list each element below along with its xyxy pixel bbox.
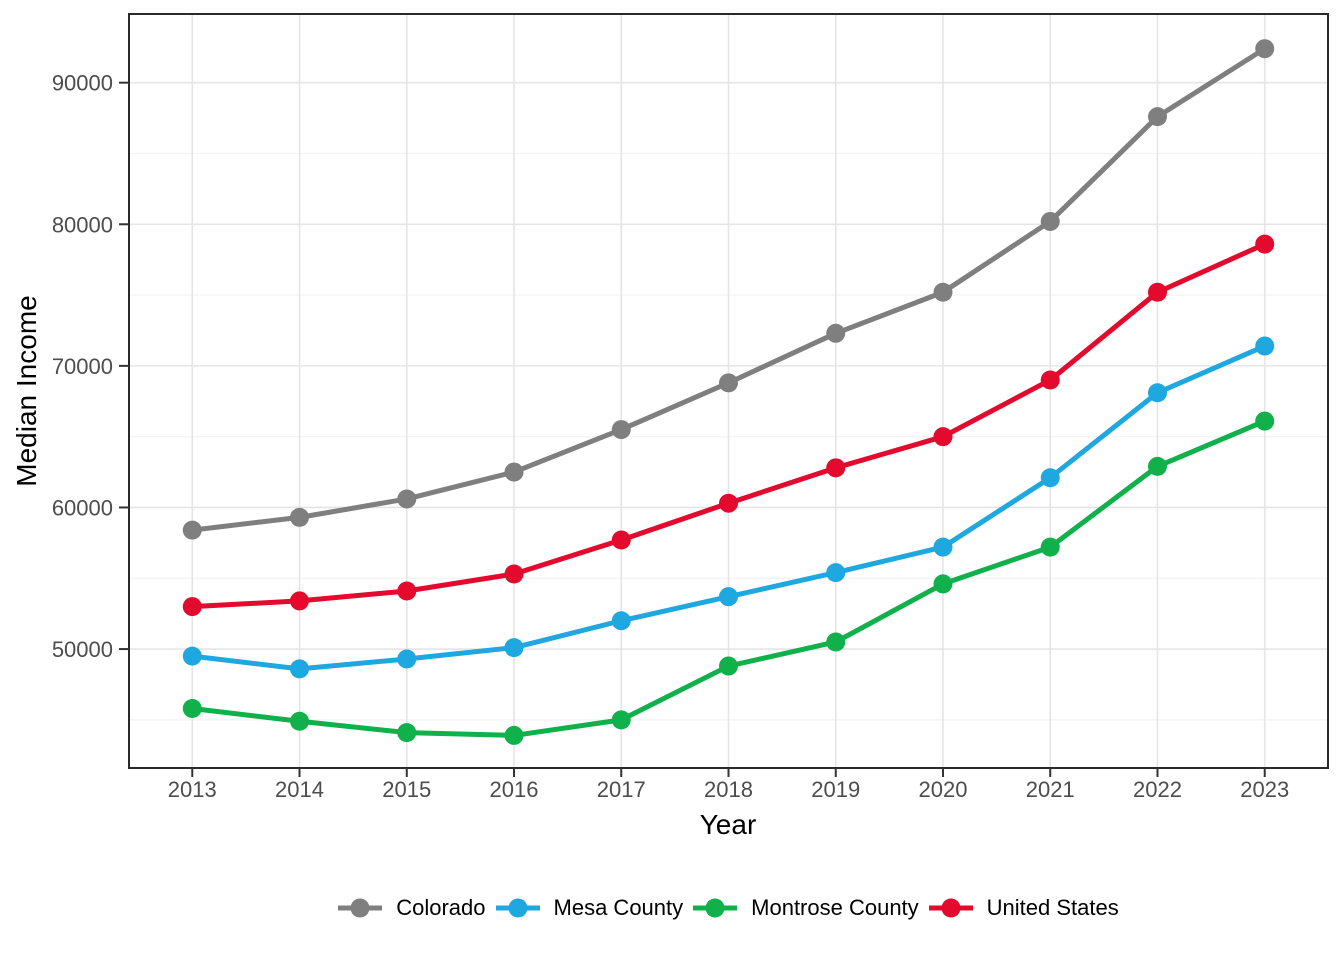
series-point-mesa-county-2020 bbox=[933, 537, 953, 557]
series-point-montrose-county-2014 bbox=[290, 711, 310, 731]
x-tick-label: 2018 bbox=[704, 777, 753, 802]
legend-item-united-states: United States bbox=[928, 895, 1119, 921]
legend-label-montrose-county: Montrose County bbox=[751, 895, 919, 920]
series-point-mesa-county-2018 bbox=[719, 587, 738, 607]
y-tick-label: 70000 bbox=[52, 354, 113, 379]
legend-key-marker bbox=[941, 898, 961, 918]
x-tick-label: 2023 bbox=[1240, 777, 1289, 802]
series-point-colorado-2016 bbox=[504, 462, 524, 482]
series-point-united-states-2021 bbox=[1040, 370, 1060, 390]
x-axis-title: Year bbox=[700, 809, 757, 840]
legend-label-colorado: Colorado bbox=[396, 895, 486, 920]
series-point-united-states-2018 bbox=[719, 493, 738, 513]
series-point-colorado-2017 bbox=[611, 420, 631, 440]
legend-item-mesa-county: Mesa County bbox=[495, 895, 684, 921]
series-point-colorado-2014 bbox=[290, 507, 310, 527]
legend-key-united-states bbox=[928, 898, 973, 918]
legend-item-montrose-county: Montrose County bbox=[693, 895, 919, 921]
x-tick-label: 2022 bbox=[1133, 777, 1182, 802]
series-point-mesa-county-2023 bbox=[1255, 336, 1275, 356]
legend-key-montrose-county bbox=[693, 898, 738, 918]
series-point-montrose-county-2016 bbox=[504, 725, 524, 745]
series-point-mesa-county-2022 bbox=[1147, 383, 1167, 403]
series-point-united-states-2014 bbox=[290, 591, 310, 611]
x-tick-label: 2021 bbox=[1026, 777, 1075, 802]
legend: Colorado Mesa County Montrose County United… bbox=[129, 888, 1328, 928]
series-point-united-states-2013 bbox=[182, 597, 202, 617]
x-tick-label: 2017 bbox=[597, 777, 646, 802]
series-point-mesa-county-2014 bbox=[290, 659, 310, 679]
series-point-montrose-county-2023 bbox=[1255, 411, 1275, 431]
y-tick-labels: 50000 60000 70000 80000 90000 bbox=[52, 71, 113, 662]
series-point-colorado-2015 bbox=[397, 489, 417, 509]
legend-key-marker bbox=[508, 898, 528, 918]
series-point-colorado-2022 bbox=[1147, 107, 1167, 127]
y-tick-label: 50000 bbox=[52, 637, 113, 662]
x-tick-label: 2019 bbox=[811, 777, 860, 802]
series-point-united-states-2017 bbox=[611, 530, 631, 550]
series-point-united-states-2022 bbox=[1147, 282, 1167, 302]
series-point-mesa-county-2016 bbox=[504, 638, 524, 658]
y-tick-label: 90000 bbox=[52, 71, 113, 96]
series-point-united-states-2015 bbox=[397, 581, 417, 601]
y-axis-title: Median Income bbox=[11, 295, 42, 486]
series-point-montrose-county-2013 bbox=[182, 699, 202, 719]
x-tick-label: 2016 bbox=[490, 777, 539, 802]
series-layer bbox=[182, 39, 1275, 745]
legend-key-marker bbox=[350, 898, 370, 918]
x-tick-label: 2013 bbox=[168, 777, 217, 802]
x-tick-labels: 2013 2014 2015 2016 2017 2018 2019 2020 2021 2022… bbox=[168, 777, 1289, 802]
series-point-united-states-2023 bbox=[1255, 234, 1275, 254]
x-tick-label: 2014 bbox=[275, 777, 324, 802]
series-point-montrose-county-2021 bbox=[1040, 537, 1060, 557]
legend-item-colorado: Colorado bbox=[338, 895, 486, 921]
series-point-montrose-county-2019 bbox=[826, 632, 846, 652]
legend-key-colorado bbox=[338, 898, 383, 918]
y-tick-label: 80000 bbox=[52, 212, 113, 237]
legend-key-marker bbox=[705, 898, 725, 918]
series-point-united-states-2019 bbox=[826, 458, 846, 478]
series-point-colorado-2020 bbox=[933, 282, 953, 302]
axis-ticks bbox=[119, 81, 1266, 777]
series-point-colorado-2013 bbox=[182, 520, 202, 540]
series-point-united-states-2016 bbox=[504, 564, 524, 584]
series-point-montrose-county-2022 bbox=[1147, 456, 1167, 476]
series-point-mesa-county-2013 bbox=[182, 646, 202, 666]
x-tick-label: 2015 bbox=[382, 777, 431, 802]
legend-label-mesa-county: Mesa County bbox=[553, 895, 684, 920]
series-point-colorado-2018 bbox=[719, 373, 738, 393]
series-point-mesa-county-2017 bbox=[611, 611, 631, 631]
series-point-montrose-county-2015 bbox=[397, 723, 417, 743]
y-tick-label: 60000 bbox=[52, 495, 113, 520]
legend-label-united-states: United States bbox=[986, 895, 1119, 920]
x-tick-label: 2020 bbox=[919, 777, 968, 802]
series-point-mesa-county-2021 bbox=[1040, 468, 1060, 488]
series-point-montrose-county-2017 bbox=[611, 710, 631, 730]
series-point-montrose-county-2020 bbox=[933, 574, 953, 594]
series-point-united-states-2020 bbox=[933, 427, 953, 447]
series-point-montrose-county-2018 bbox=[719, 656, 738, 676]
series-point-mesa-county-2015 bbox=[397, 649, 417, 669]
series-point-mesa-county-2019 bbox=[826, 563, 846, 583]
series-point-colorado-2021 bbox=[1040, 211, 1060, 231]
series-point-colorado-2023 bbox=[1255, 39, 1275, 59]
series-point-colorado-2019 bbox=[826, 323, 846, 343]
legend-key-mesa-county bbox=[495, 898, 540, 918]
